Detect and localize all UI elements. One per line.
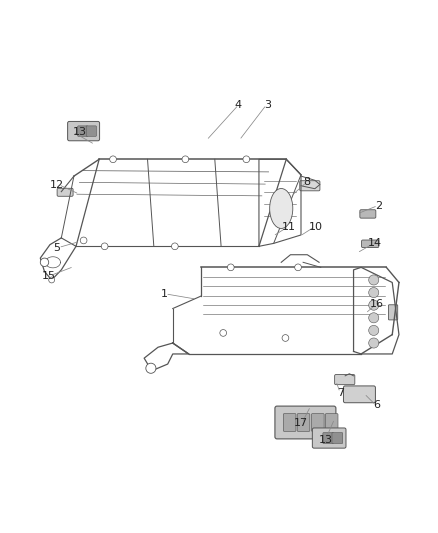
Text: 7: 7 bbox=[337, 387, 345, 398]
FancyBboxPatch shape bbox=[57, 188, 73, 196]
Text: 1: 1 bbox=[161, 289, 168, 299]
Circle shape bbox=[227, 264, 234, 271]
Circle shape bbox=[295, 264, 301, 271]
Text: 5: 5 bbox=[53, 243, 60, 253]
Text: 15: 15 bbox=[42, 271, 56, 281]
FancyBboxPatch shape bbox=[332, 433, 343, 443]
Text: 3: 3 bbox=[264, 100, 271, 110]
Ellipse shape bbox=[270, 189, 293, 229]
Circle shape bbox=[369, 275, 379, 285]
FancyBboxPatch shape bbox=[360, 209, 376, 218]
Text: 10: 10 bbox=[309, 222, 323, 231]
Text: 6: 6 bbox=[373, 400, 380, 410]
Text: 14: 14 bbox=[367, 238, 381, 248]
Text: 8: 8 bbox=[304, 177, 311, 188]
Text: 17: 17 bbox=[294, 418, 308, 428]
Circle shape bbox=[282, 335, 289, 341]
Circle shape bbox=[243, 156, 250, 163]
Text: 13: 13 bbox=[73, 127, 87, 137]
FancyBboxPatch shape bbox=[361, 240, 379, 247]
Circle shape bbox=[369, 325, 379, 335]
Text: 11: 11 bbox=[281, 222, 295, 231]
Circle shape bbox=[182, 156, 189, 163]
Circle shape bbox=[80, 237, 87, 244]
Circle shape bbox=[110, 156, 117, 163]
FancyBboxPatch shape bbox=[300, 181, 320, 191]
FancyBboxPatch shape bbox=[297, 414, 310, 431]
FancyBboxPatch shape bbox=[311, 414, 324, 431]
Text: 4: 4 bbox=[234, 100, 241, 110]
FancyBboxPatch shape bbox=[325, 414, 338, 431]
Circle shape bbox=[101, 243, 108, 249]
FancyBboxPatch shape bbox=[312, 428, 346, 448]
Text: 12: 12 bbox=[50, 180, 64, 190]
Text: 2: 2 bbox=[375, 200, 382, 211]
FancyBboxPatch shape bbox=[389, 305, 398, 320]
Circle shape bbox=[369, 300, 379, 310]
FancyBboxPatch shape bbox=[323, 433, 334, 443]
Circle shape bbox=[220, 329, 226, 336]
Circle shape bbox=[49, 277, 55, 283]
FancyBboxPatch shape bbox=[283, 414, 296, 431]
FancyBboxPatch shape bbox=[78, 126, 88, 136]
FancyBboxPatch shape bbox=[275, 406, 336, 439]
Text: 13: 13 bbox=[319, 435, 333, 445]
Circle shape bbox=[369, 313, 379, 323]
Circle shape bbox=[369, 287, 379, 297]
Circle shape bbox=[172, 243, 178, 249]
FancyBboxPatch shape bbox=[343, 386, 375, 403]
Circle shape bbox=[40, 258, 49, 266]
FancyBboxPatch shape bbox=[335, 375, 355, 385]
FancyBboxPatch shape bbox=[86, 126, 96, 136]
FancyBboxPatch shape bbox=[67, 122, 99, 141]
Circle shape bbox=[146, 363, 156, 373]
Text: 16: 16 bbox=[370, 300, 384, 309]
Circle shape bbox=[369, 338, 379, 348]
